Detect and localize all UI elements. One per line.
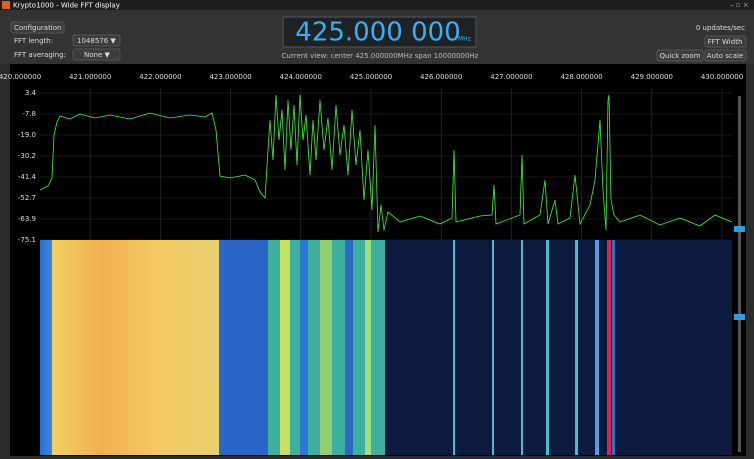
configuration-button[interactable]	[10, 21, 65, 34]
current-view: Current view: center 425.000000MHz span …	[282, 52, 479, 60]
fft-length-label: FFT length:	[14, 37, 53, 45]
frequency-label: 428.000000	[560, 73, 602, 81]
frequency-label: 421.000000	[69, 73, 111, 81]
level-label: -75.1	[18, 236, 36, 244]
frequency-label: 420.000000	[0, 73, 41, 81]
level-label: -7.8	[22, 110, 36, 118]
quick-zoom-button[interactable]	[656, 49, 704, 62]
fft-width-button[interactable]	[704, 35, 747, 48]
title-bar	[0, 0, 754, 10]
level-slider[interactable]	[734, 226, 745, 232]
level-label: -52.7	[18, 194, 36, 202]
frequency-label: 425.000000	[350, 73, 392, 81]
auto-scale-button[interactable]	[704, 49, 747, 62]
fft-length-select[interactable]	[72, 34, 121, 47]
fft-width-text[interactable]: FFT Width	[708, 38, 743, 46]
waterfall	[40, 240, 732, 455]
frequency-label: 426.000000	[420, 73, 462, 81]
fft-length-value[interactable]: 1048576 ▼	[77, 37, 116, 45]
updates-rate: 0 updates/sec	[696, 24, 745, 32]
window-controls[interactable]: – ▫ ×	[730, 1, 749, 9]
spectrum-trace	[39, 94, 733, 233]
window-title: Krypto1000 - Wide FFT display	[13, 2, 120, 10]
fft-averaging-select[interactable]	[72, 48, 121, 61]
level-label: -19.0	[18, 131, 36, 139]
frequency-label: 422.000000	[139, 73, 181, 81]
waterfall-slider[interactable]	[734, 314, 745, 320]
frequency-label: 423.000000	[209, 73, 251, 81]
level-label: 3.4	[25, 89, 37, 97]
frequency-unit: MHz	[458, 36, 471, 43]
frequency-label: 424.000000	[280, 73, 322, 81]
fft-averaging-label: FFT averaging:	[14, 51, 66, 59]
frequency-display	[282, 16, 477, 48]
slider-track	[738, 96, 741, 452]
frequency-value: 425.000 000	[295, 18, 460, 48]
configuration-button-text[interactable]: Configuration	[14, 24, 61, 32]
level-label: -63.9	[18, 215, 36, 223]
frequency-label: 430.000000	[701, 73, 743, 81]
fft-averaging-value[interactable]: None ▼	[84, 51, 110, 59]
level-label: -30.2	[18, 152, 36, 160]
app-icon	[2, 1, 10, 9]
frequency-label: 427.000000	[490, 73, 532, 81]
quick-zoom-text[interactable]: Quick zoom	[659, 52, 700, 60]
level-label: -41.4	[18, 173, 37, 181]
frequency-label: 429.000000	[631, 73, 673, 81]
auto-scale-text[interactable]: Auto scale	[707, 52, 744, 60]
